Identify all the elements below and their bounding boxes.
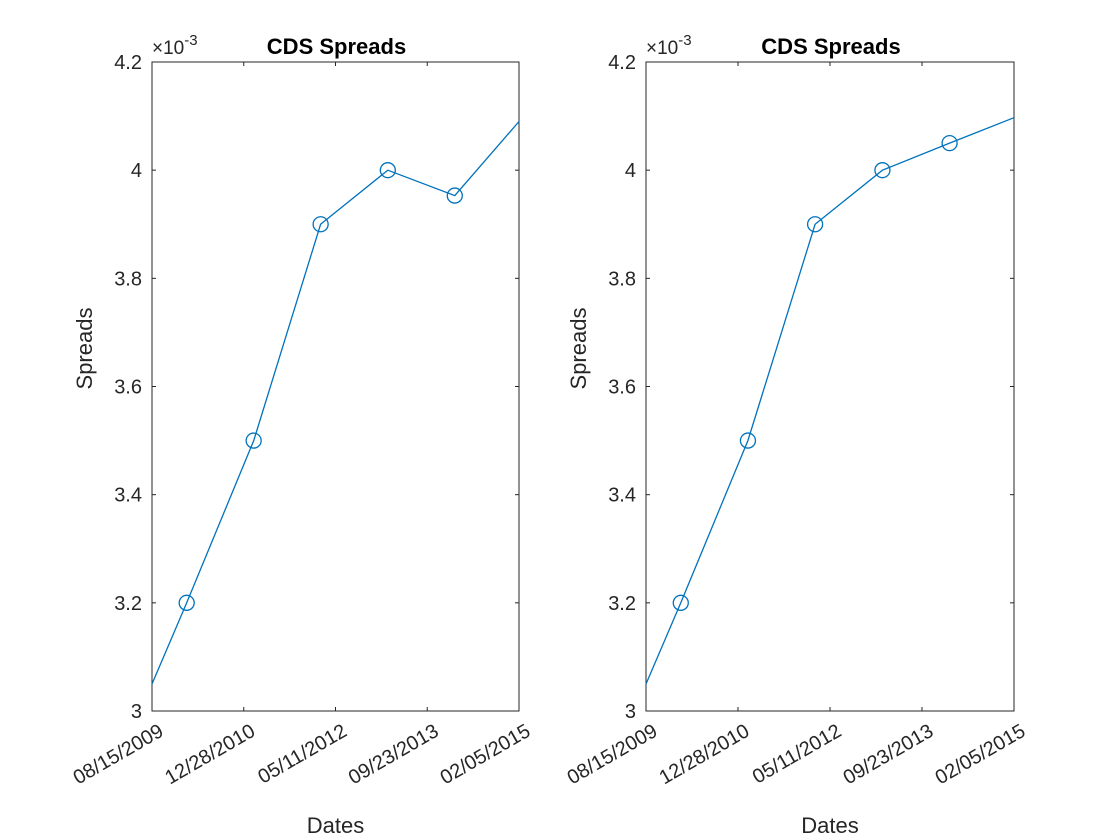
data-point-marker — [446, 187, 463, 204]
y-exponent-power-right: -3 — [678, 32, 691, 49]
data-point-marker — [312, 216, 329, 233]
y-exponent-base-right: ×10 — [646, 38, 678, 59]
x-axis-label-right: Dates — [801, 813, 858, 838]
y-tick-label: 3.4 — [114, 485, 142, 507]
data-point-marker — [379, 162, 396, 179]
data-point-marker — [941, 134, 958, 152]
y-tick-label: 3.2 — [114, 593, 142, 615]
series-line — [151, 121, 520, 685]
y-tick-label: 3 — [625, 701, 636, 723]
data-point-marker — [672, 594, 689, 611]
y-tick-label: 3.6 — [608, 377, 636, 399]
series-right — [645, 117, 1015, 685]
data-point-marker — [874, 162, 891, 179]
y-tick-label: 3.8 — [608, 268, 636, 290]
y-exponent-right: ×10-3 — [646, 32, 692, 59]
y-tick-label: 3.2 — [608, 593, 636, 615]
x-axis-label-left: Dates — [307, 813, 364, 838]
y-tick-label: 3.4 — [608, 485, 636, 507]
data-point-marker — [245, 432, 262, 449]
series-line — [645, 117, 1015, 685]
y-tick-label: 4 — [625, 160, 636, 182]
data-point-marker — [739, 432, 757, 449]
y-exponent-power-left: -3 — [184, 32, 197, 49]
series-left — [151, 121, 520, 685]
y-tick-label: 3 — [131, 701, 142, 723]
y-tick-label: 3.8 — [114, 268, 142, 290]
y-tick-label: 4.2 — [608, 52, 636, 74]
y-exponent-base-left: ×10 — [152, 38, 184, 59]
y-tick-label: 4.2 — [114, 52, 142, 74]
y-exponent-left: ×10-3 — [152, 32, 198, 59]
y-ticks-left: 3 3.2 3.4 3.6 3.8 4 4.2 — [114, 52, 519, 723]
y-tick-label: 3.6 — [114, 377, 142, 399]
y-ticks-right: 3 3.2 3.4 3.6 3.8 4 4.2 — [608, 52, 1014, 723]
data-point-marker — [806, 216, 824, 233]
data-point-marker — [178, 594, 195, 611]
chart-title-left: CDS Spreads — [267, 34, 406, 59]
chart-title-right: CDS Spreads — [761, 34, 900, 59]
y-axis-label-left: Spreads — [72, 308, 97, 390]
y-axis-label-right: Spreads — [566, 308, 591, 390]
y-tick-label: 4 — [131, 160, 142, 182]
